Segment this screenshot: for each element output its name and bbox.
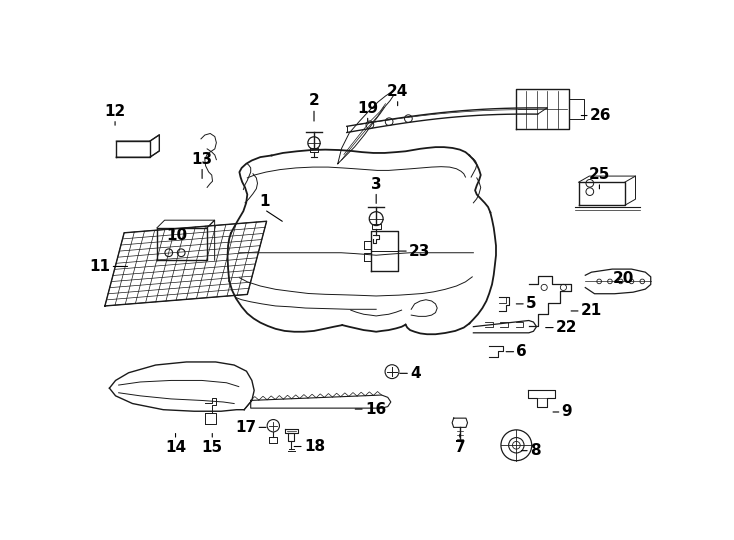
- Text: 25: 25: [589, 167, 610, 182]
- Text: 8: 8: [530, 443, 540, 458]
- Text: 18: 18: [304, 439, 325, 454]
- Text: 23: 23: [409, 244, 430, 259]
- Text: 12: 12: [104, 104, 126, 119]
- Text: 16: 16: [365, 402, 386, 416]
- Text: 6: 6: [516, 344, 527, 359]
- Text: 2: 2: [308, 93, 319, 109]
- Text: 22: 22: [556, 320, 578, 335]
- Text: 3: 3: [371, 177, 382, 192]
- Text: 10: 10: [167, 228, 188, 243]
- Text: 11: 11: [90, 259, 111, 274]
- Text: 15: 15: [202, 440, 223, 455]
- Text: 5: 5: [526, 296, 537, 312]
- Text: 19: 19: [357, 100, 378, 116]
- Text: 4: 4: [410, 366, 421, 381]
- Text: 1: 1: [259, 194, 269, 210]
- Text: 24: 24: [387, 84, 408, 99]
- Text: 20: 20: [613, 271, 634, 286]
- Text: 21: 21: [581, 303, 602, 319]
- Text: 9: 9: [562, 404, 573, 420]
- Text: 7: 7: [454, 440, 465, 455]
- Text: 26: 26: [590, 108, 611, 123]
- Text: 17: 17: [235, 420, 256, 435]
- Text: 14: 14: [165, 440, 186, 455]
- Text: 13: 13: [192, 152, 213, 167]
